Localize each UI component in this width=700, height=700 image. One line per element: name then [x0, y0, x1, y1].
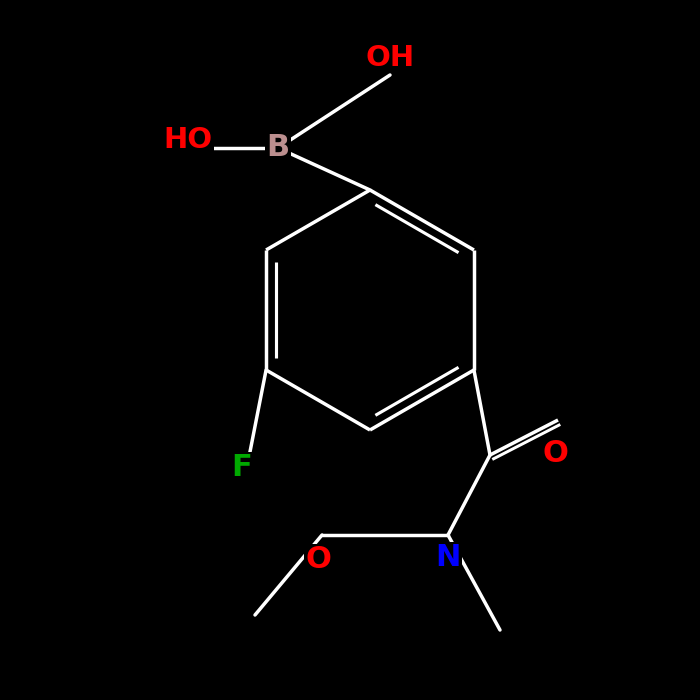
Text: O: O [305, 545, 331, 575]
Text: HO: HO [163, 126, 213, 154]
Text: F: F [232, 454, 253, 482]
Text: N: N [435, 543, 461, 573]
Text: B: B [267, 134, 290, 162]
Text: OH: OH [365, 44, 414, 72]
Text: O: O [542, 438, 568, 468]
